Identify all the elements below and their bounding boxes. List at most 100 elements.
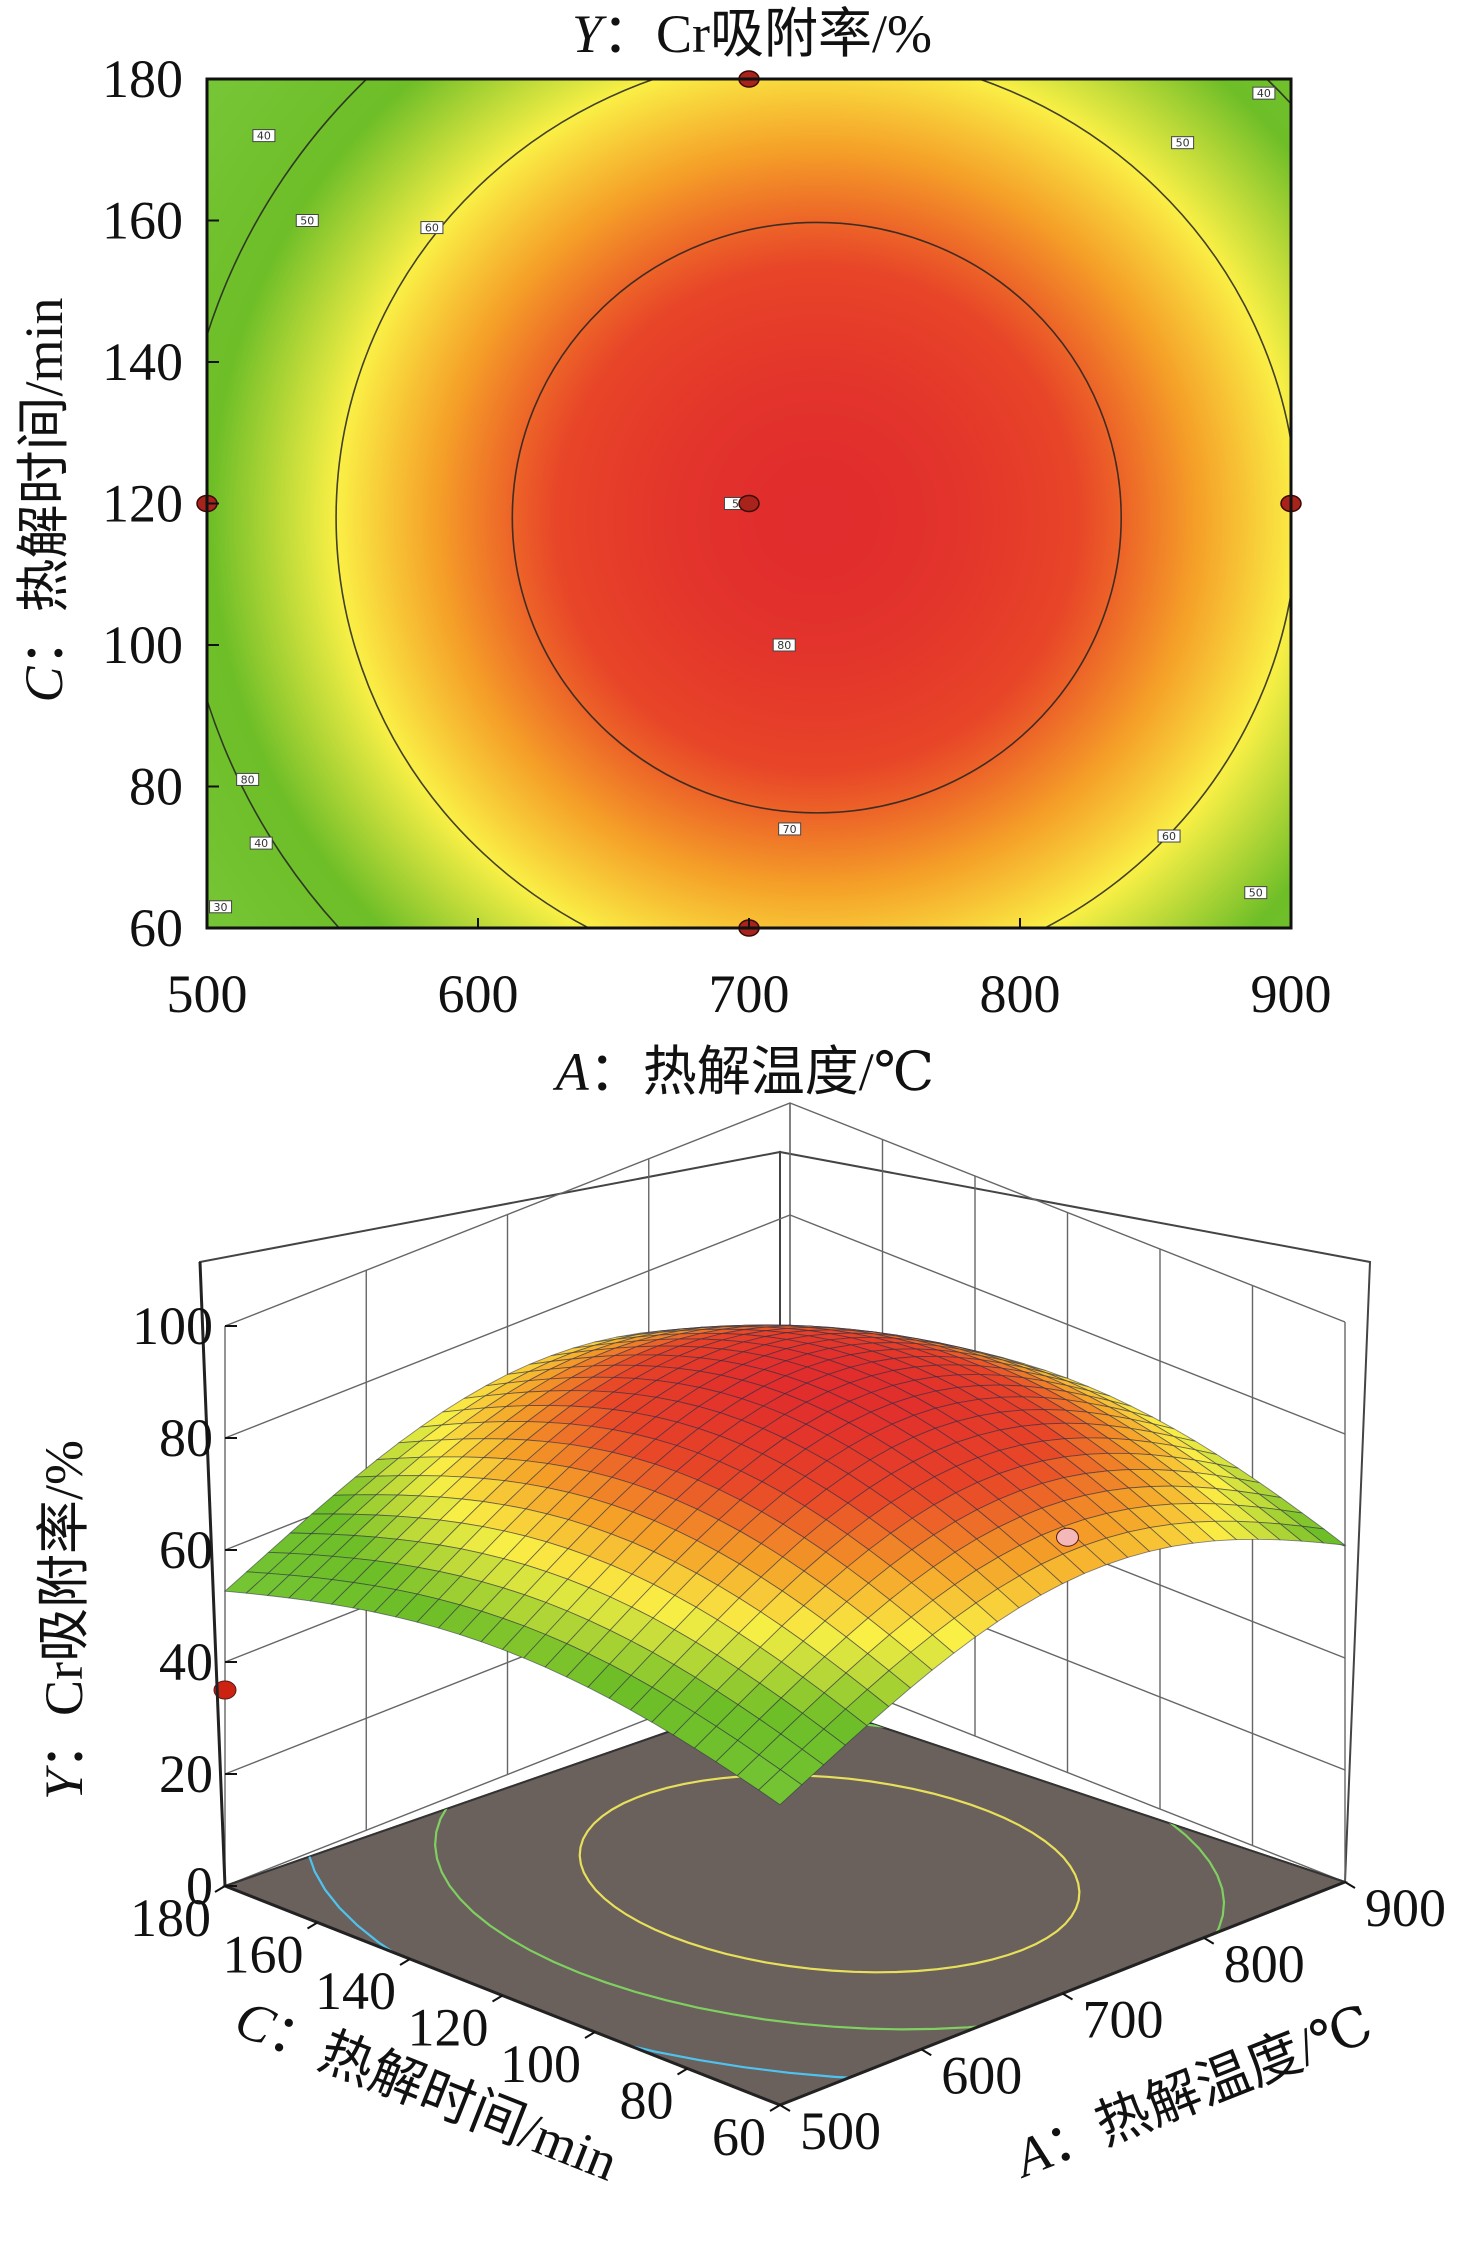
contour-label: 80 [772, 638, 796, 652]
a-tick-mark [1203, 1936, 1215, 1945]
surface-design-points [213, 1527, 1079, 1700]
contour-x-label: A：热解温度/℃ [553, 1042, 934, 1102]
contour-label-text: 30 [214, 901, 228, 914]
contour-label-text: 50 [1176, 137, 1190, 150]
contour-label: 50 [1244, 886, 1268, 900]
x-tick-label: 700 [709, 964, 790, 1024]
a-tick-label: 600 [941, 2045, 1022, 2105]
y-tick-label: 160 [102, 191, 183, 251]
contour-x-label-sep: ： [589, 1042, 643, 1102]
contour-y-label-symbol: C [14, 666, 74, 703]
surface-z-label-sep: ： [34, 1716, 94, 1770]
surface-facet [757, 1769, 803, 1806]
surface-z-label-text: Cr吸附率/% [34, 1440, 94, 1716]
c-tick-label: 100 [500, 2034, 581, 2094]
contour-label-box [295, 214, 319, 227]
z-tick-label: 100 [132, 1296, 213, 1356]
a-tick-mark [1061, 1992, 1074, 2001]
surface-a-ticks: 500 600 700 800 900 [779, 1878, 1446, 2161]
c-tick-mark [676, 2067, 689, 2076]
contour-label-text: 80 [777, 639, 791, 652]
contour-title-sep: ： [602, 4, 656, 64]
y-tick-label: 100 [102, 615, 183, 675]
contour-label: 70 [778, 822, 802, 836]
contour-label-box [236, 772, 260, 786]
contour-y-label-text: 热解时间/min [14, 297, 74, 612]
surface-a-label: A：热解温度/℃ [1004, 1994, 1381, 2190]
z-tick-label: 60 [159, 1520, 213, 1580]
c-tick-label: 80 [620, 2071, 674, 2131]
y-tick-label: 120 [102, 474, 183, 534]
contour-title-text: Cr吸附率/% [656, 4, 932, 64]
c-tick-mark [584, 2031, 596, 2039]
contour-label: 40 [1252, 86, 1276, 100]
contour-label-text: 50 [1249, 887, 1263, 900]
contour-label-box [209, 900, 233, 914]
design-point [738, 494, 760, 513]
c-tick-label: 60 [712, 2107, 766, 2167]
a-tick-mark [920, 2048, 932, 2057]
contour-label-text: 40 [1257, 87, 1271, 100]
a-tick-label: 500 [800, 2101, 881, 2161]
surface-z-label: Y：Cr吸附率/% [34, 1440, 94, 1800]
a-tick-label: 900 [1365, 1878, 1446, 1938]
x-tick-label: 500 [167, 964, 248, 1024]
c-tick-mark [214, 1885, 226, 1893]
contour-label-box [420, 221, 444, 235]
contour-label-box [772, 638, 796, 652]
contour-label-box [1244, 886, 1268, 900]
c-tick-label: 160 [223, 1925, 304, 1985]
contour-label-text: 70 [783, 823, 797, 836]
contour-label-text: 5 [732, 498, 739, 511]
c-tick-mark [306, 1921, 319, 1930]
z-tick-label: 20 [159, 1744, 213, 1804]
contour-label-box [778, 822, 802, 836]
contour-label-text: 80 [241, 773, 255, 786]
c-tick-mark [399, 1958, 411, 1966]
axis-z-line [198, 1261, 227, 1887]
a-tick-mark [1344, 1881, 1356, 1889]
a-tick-label: 800 [1224, 1934, 1305, 1994]
contour-x-ticks: 500 600 700 800 900 [167, 918, 1332, 1024]
contour-y-label: C：热解时间/min [14, 297, 74, 702]
contour-label: 80 [236, 772, 260, 786]
y-tick-label: 80 [129, 757, 183, 817]
x-tick-label: 600 [438, 964, 519, 1024]
z-tick-label: 40 [159, 1632, 213, 1692]
z-tick-label: 80 [159, 1408, 213, 1468]
contour-line [335, 79, 1291, 928]
x-tick-label: 900 [1251, 964, 1332, 1024]
contour-label-box [252, 129, 276, 143]
surface-design-point [1056, 1527, 1079, 1547]
c-tick-label: 180 [130, 1888, 211, 1948]
c-tick-mark [491, 1994, 504, 2003]
contour-label: 30 [209, 900, 233, 914]
contour-label-text: 40 [254, 837, 268, 850]
contour-y-label-sep: ： [14, 612, 74, 666]
z-tick-label: 0 [186, 1856, 213, 1916]
surface-z-ticks: 0 20 40 60 80 100 [132, 1296, 237, 1916]
contour-x-label-symbol: A [553, 1042, 590, 1102]
a-tick-label: 700 [1083, 1990, 1164, 2050]
contour-labels: 40 50 60 40 50 80 40 30 70 80 60 50 5 [209, 86, 1276, 914]
c-tick-label: 120 [408, 1998, 489, 2058]
contour-x-label-text: 热解温度/℃ [643, 1042, 934, 1102]
contour-label: 50 [1171, 136, 1195, 150]
a-tick-mark [779, 2104, 791, 2112]
c-tick-mark [769, 2104, 781, 2112]
contour-label: 50 [295, 214, 319, 228]
contour-line [511, 221, 1123, 814]
contour-label-text: 60 [1162, 830, 1176, 843]
contour-label-box [1252, 86, 1276, 100]
contour-title: Y：Cr吸附率/% [572, 4, 932, 64]
contour-label-box [1171, 136, 1195, 150]
contour-label: 40 [249, 836, 273, 850]
contour-label-box [1157, 829, 1181, 843]
surface-mesh [223, 1324, 1347, 1806]
contour-label-text: 40 [257, 130, 271, 143]
surface-design-point [213, 1680, 237, 1700]
y-tick-label: 180 [102, 49, 183, 109]
